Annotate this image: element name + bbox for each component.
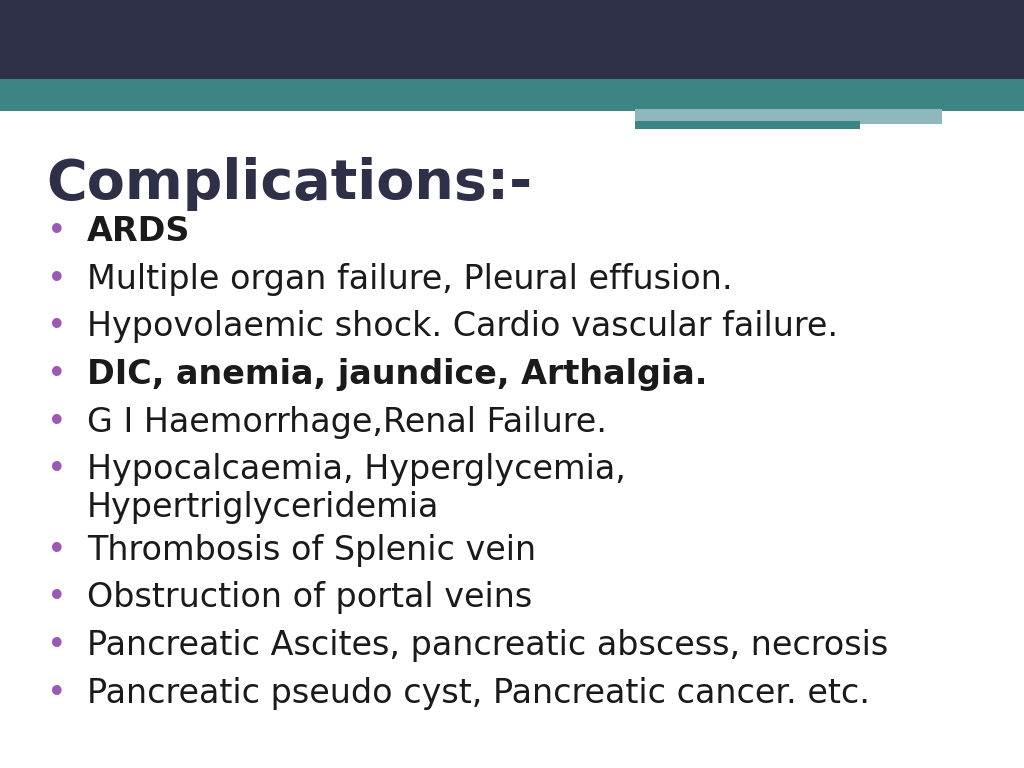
Text: •: • <box>46 534 67 567</box>
Text: •: • <box>46 629 67 662</box>
Text: •: • <box>46 215 67 248</box>
Text: Complications:-: Complications:- <box>46 157 532 211</box>
Text: Obstruction of portal veins: Obstruction of portal veins <box>87 581 532 614</box>
Text: •: • <box>46 310 67 343</box>
Text: Pancreatic Ascites, pancreatic abscess, necrosis: Pancreatic Ascites, pancreatic abscess, … <box>87 629 888 662</box>
Text: •: • <box>46 358 67 391</box>
Text: •: • <box>46 406 67 439</box>
Text: •: • <box>46 581 67 614</box>
Text: Hypovolaemic shock. Cardio vascular failure.: Hypovolaemic shock. Cardio vascular fail… <box>87 310 839 343</box>
Text: Pancreatic pseudo cyst, Pancreatic cancer. etc.: Pancreatic pseudo cyst, Pancreatic cance… <box>87 677 870 710</box>
Text: •: • <box>46 677 67 710</box>
Text: DIC, anemia, jaundice, Arthalgia.: DIC, anemia, jaundice, Arthalgia. <box>87 358 708 391</box>
Text: G I Haemorrhage,Renal Failure.: G I Haemorrhage,Renal Failure. <box>87 406 607 439</box>
Text: •: • <box>46 263 67 296</box>
Text: Hypocalcaemia, Hyperglycemia,
Hypertriglyceridemia: Hypocalcaemia, Hyperglycemia, Hypertrigl… <box>87 453 626 525</box>
Text: ARDS: ARDS <box>87 215 190 248</box>
Text: Multiple organ failure, Pleural effusion.: Multiple organ failure, Pleural effusion… <box>87 263 732 296</box>
Text: Thrombosis of Splenic vein: Thrombosis of Splenic vein <box>87 534 537 567</box>
Text: •: • <box>46 453 67 486</box>
